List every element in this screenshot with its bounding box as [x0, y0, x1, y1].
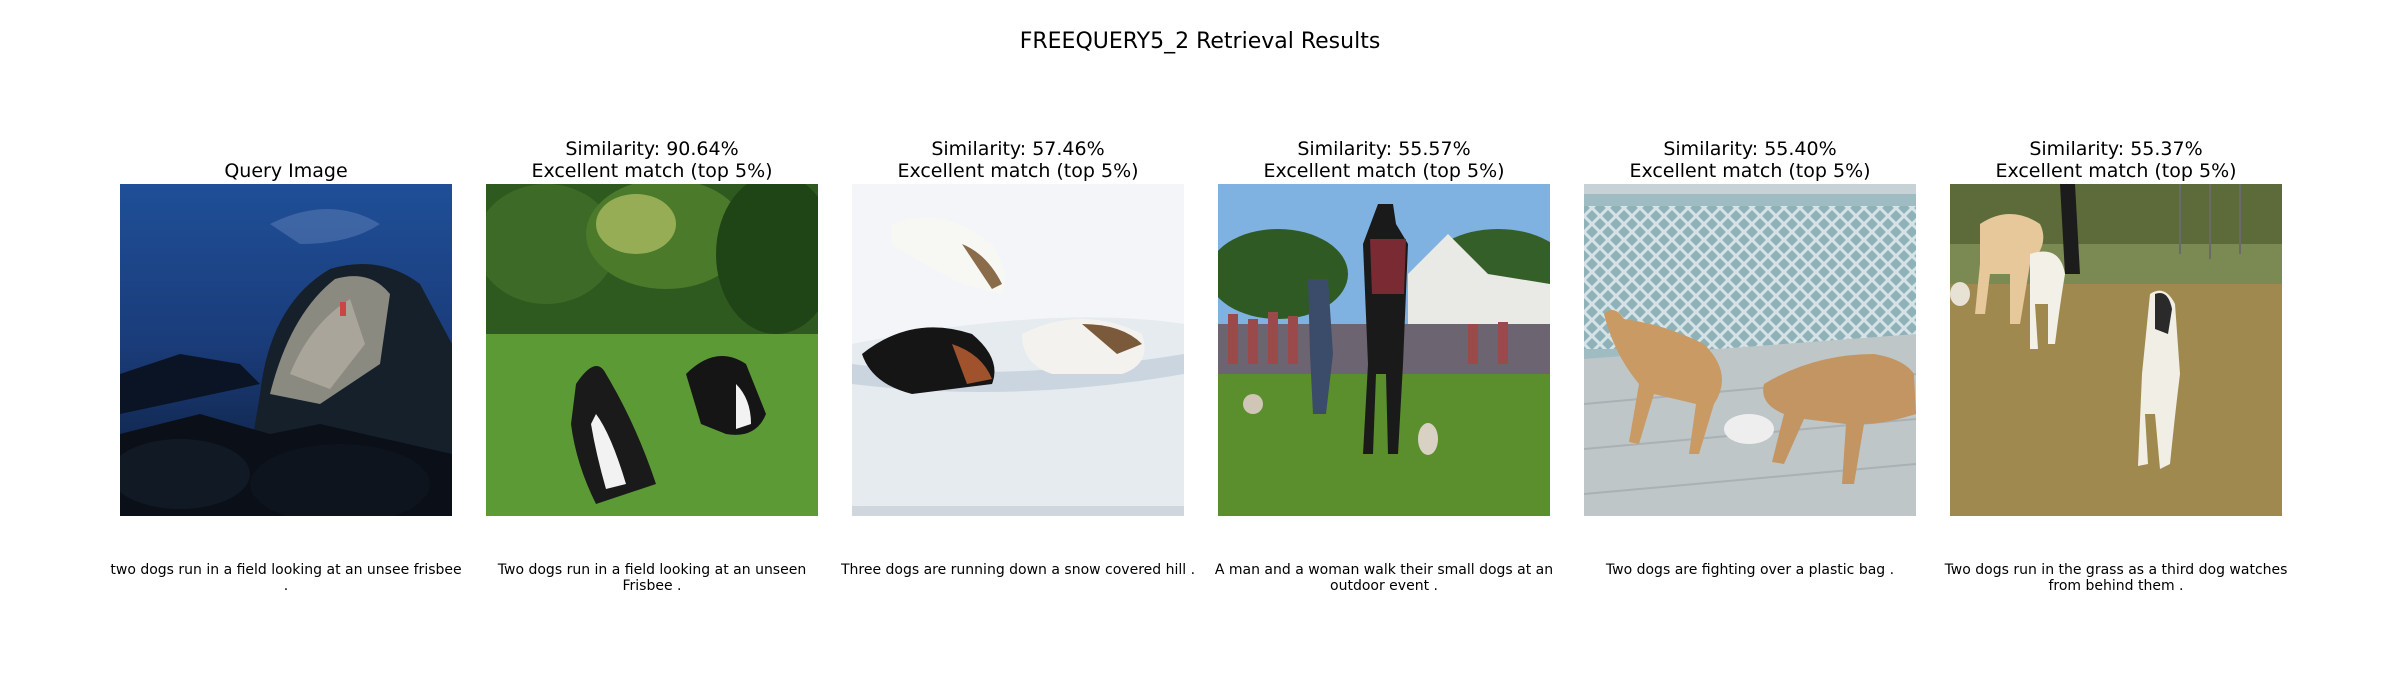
similarity-label: Similarity: 57.46% — [931, 138, 1105, 160]
panel-title: Query Image — [120, 130, 452, 182]
similarity-label: Similarity: 55.37% — [2029, 138, 2203, 160]
result-image-4 — [1584, 184, 1916, 516]
panel-query: Query Image — [120, 130, 452, 516]
panel-result-5: Similarity: 55.37% Excellent match (top … — [1950, 130, 2282, 516]
panel-result-2: Similarity: 57.46% Excellent match (top … — [852, 130, 1184, 516]
panel-title-line2: Query Image — [224, 160, 348, 182]
match-quality-label: Excellent match (top 5%) — [897, 160, 1139, 182]
similarity-label: Similarity: 55.40% — [1663, 138, 1837, 160]
match-quality-label: Excellent match (top 5%) — [531, 160, 773, 182]
match-quality-label: Excellent match (top 5%) — [1995, 160, 2237, 182]
match-quality-label: Excellent match (top 5%) — [1263, 160, 1505, 182]
caption-result-1: Two dogs run in a field looking at an un… — [497, 562, 807, 594]
panel-result-1: Similarity: 90.64% Excellent match (top … — [486, 130, 818, 516]
panel-title: Similarity: 90.64% Excellent match (top … — [486, 130, 818, 182]
panel-result-3: Similarity: 55.57% Excellent match (top … — [1218, 130, 1550, 516]
result-image-5 — [1950, 184, 2282, 516]
similarity-label: Similarity: 55.57% — [1297, 138, 1471, 160]
caption-result-5: Two dogs run in the grass as a third dog… — [1944, 562, 2288, 594]
panel-result-4: Similarity: 55.40% Excellent match (top … — [1584, 130, 1916, 516]
query-image — [120, 184, 452, 516]
caption-result-4: Two dogs are fighting over a plastic bag… — [1605, 562, 1895, 578]
panel-title: Similarity: 55.37% Excellent match (top … — [1950, 130, 2282, 182]
panel-title: Similarity: 55.40% Excellent match (top … — [1584, 130, 1916, 182]
caption-query: two dogs run in a field looking at an un… — [110, 562, 462, 594]
caption-result-2: Three dogs are running down a snow cover… — [840, 562, 1196, 578]
match-quality-label: Excellent match (top 5%) — [1629, 160, 1871, 182]
similarity-label: Similarity: 90.64% — [565, 138, 739, 160]
result-image-2 — [852, 184, 1184, 516]
panel-title: Similarity: 57.46% Excellent match (top … — [852, 130, 1184, 182]
result-image-1 — [486, 184, 818, 516]
result-image-3 — [1218, 184, 1550, 516]
figure-title: FREEQUERY5_2 Retrieval Results — [1019, 29, 1381, 54]
caption-result-3: A man and a woman walk their small dogs … — [1214, 562, 1554, 594]
panel-title: Similarity: 55.57% Excellent match (top … — [1218, 130, 1550, 182]
